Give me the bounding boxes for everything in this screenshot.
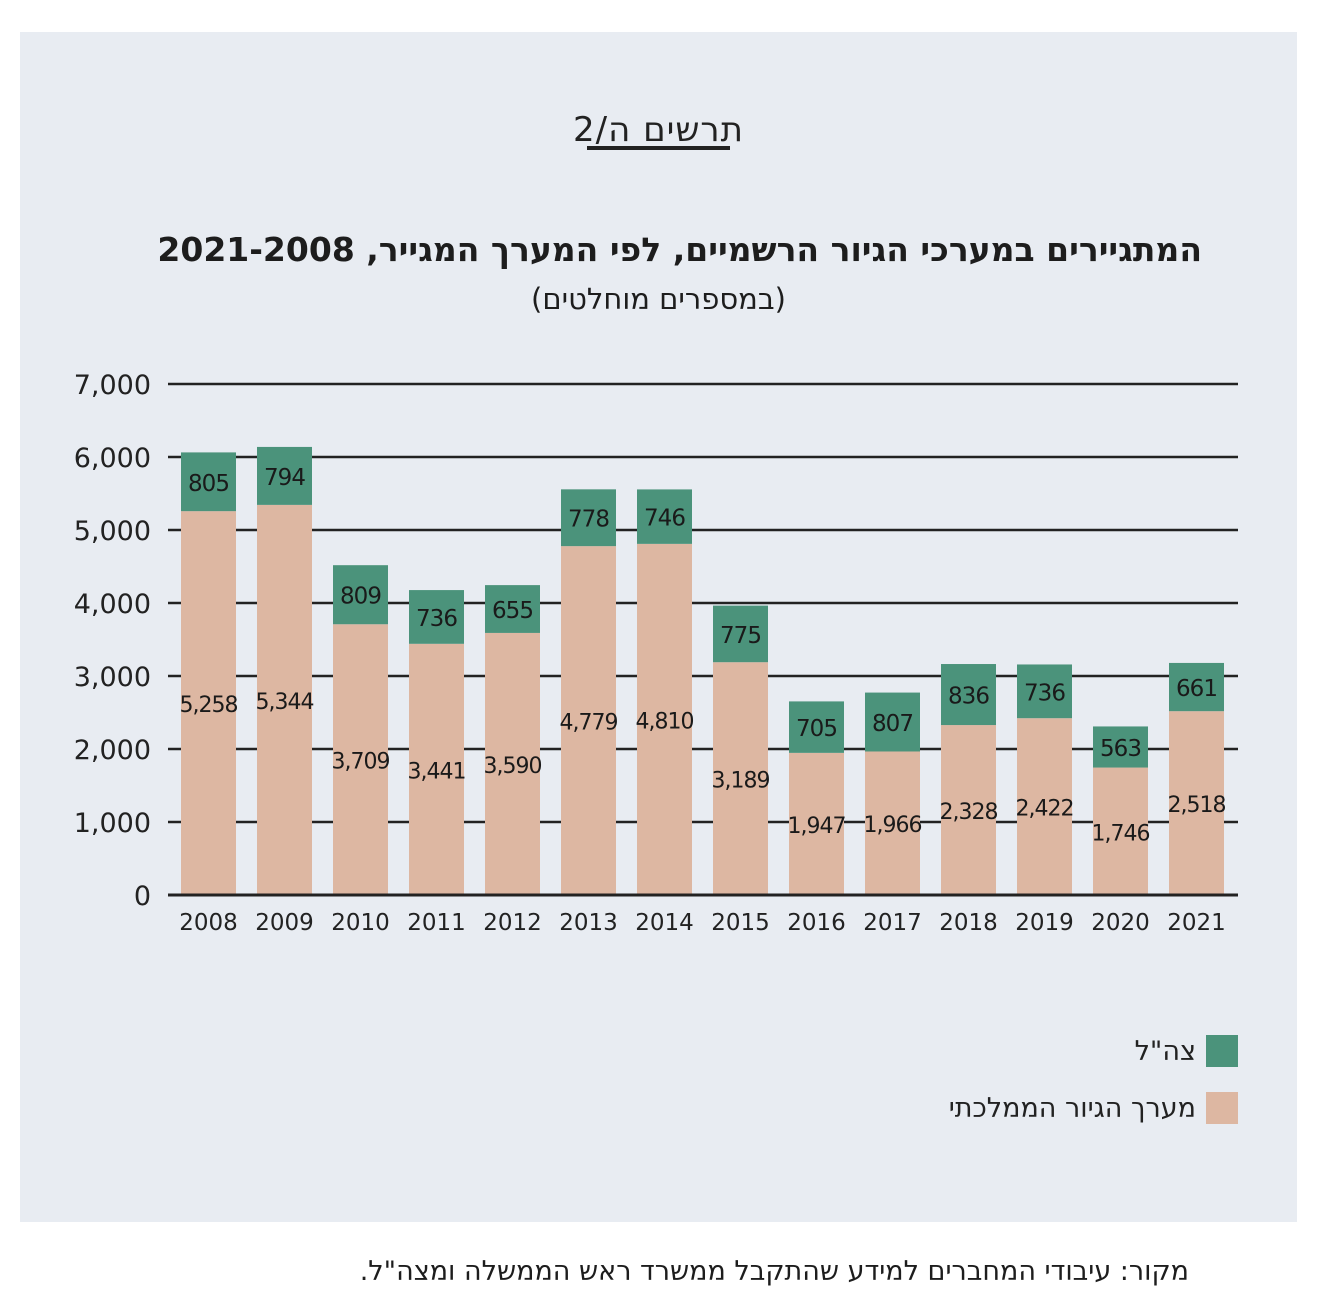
data-label-state-conversion: 3,189 <box>712 769 770 794</box>
data-label-state-conversion: 5,258 <box>180 693 238 718</box>
source-note: מקור: עיבודי המחברים למידע שהתקבל ממשרד … <box>359 1256 1189 1287</box>
data-label-idf: 809 <box>340 584 381 610</box>
bar-segment-idf <box>409 590 464 644</box>
y-tick-label: 1,000 <box>74 808 151 839</box>
x-tick-label: 2015 <box>711 910 770 936</box>
data-label-idf: 775 <box>720 623 761 649</box>
data-label-state-conversion: 5,344 <box>256 690 314 715</box>
y-tick-label: 0 <box>134 881 151 912</box>
legend-label-idf: צה"ל <box>1134 1035 1196 1067</box>
data-label-state-conversion: 2,328 <box>940 800 998 825</box>
bar-segment-state-conversion <box>485 632 540 895</box>
bar-segment-idf <box>865 692 920 752</box>
figure-label: תרשים ה/2 <box>573 110 744 150</box>
data-label-state-conversion: 1,966 <box>864 813 922 838</box>
x-tick-label: 2010 <box>331 910 390 936</box>
x-tick-label: 2014 <box>635 910 694 936</box>
bar-segment-idf <box>713 605 768 663</box>
bar-segment-state-conversion <box>941 725 996 895</box>
bar-segment-idf <box>941 664 996 726</box>
data-label-idf: 705 <box>796 716 837 742</box>
data-label-idf: 563 <box>1100 736 1141 762</box>
data-label-idf: 805 <box>188 471 229 497</box>
data-label-idf: 836 <box>948 684 989 710</box>
legend-item-state-conversion: מערך הגיור הממלכתי <box>949 1092 1238 1124</box>
data-label-idf: 736 <box>416 606 457 632</box>
data-label-idf: 655 <box>492 598 533 624</box>
data-label-state-conversion: 3,441 <box>408 759 466 784</box>
bar-segment-idf <box>1017 664 1072 719</box>
data-label-state-conversion: 3,590 <box>484 754 542 779</box>
x-tick-label: 2017 <box>863 910 922 936</box>
bar-segment-state-conversion <box>409 643 464 895</box>
x-tick-label: 2009 <box>255 910 314 936</box>
y-tick-label: 6,000 <box>74 443 151 474</box>
legend-label-state-conversion: מערך הגיור הממלכתי <box>948 1092 1196 1124</box>
bar-segment-state-conversion <box>1169 711 1224 895</box>
bar-segment-idf <box>1093 726 1148 768</box>
data-label-idf: 661 <box>1176 676 1217 702</box>
bar-segment-state-conversion <box>713 662 768 895</box>
data-label-idf: 778 <box>568 507 609 533</box>
x-tick-label: 2016 <box>787 910 846 936</box>
x-tick-label: 2012 <box>483 910 542 936</box>
data-label-idf: 736 <box>1024 680 1065 706</box>
data-label-state-conversion: 1,947 <box>788 814 846 839</box>
bar-segment-state-conversion <box>181 511 236 895</box>
bar-segment-idf <box>181 452 236 512</box>
chart-title: המתגיירים במערכי הגיור הרשמיים, לפי המער… <box>157 230 1202 269</box>
y-tick-label: 2,000 <box>74 735 151 766</box>
data-label-state-conversion: 4,810 <box>636 709 694 734</box>
y-tick-label: 3,000 <box>74 662 151 693</box>
x-tick-label: 2011 <box>407 910 466 936</box>
data-label-state-conversion: 4,779 <box>560 711 618 736</box>
bar-segment-state-conversion <box>1017 718 1072 895</box>
bar-segment-idf <box>257 446 312 505</box>
x-tick-label: 2013 <box>559 910 618 936</box>
legend-swatch-idf <box>1206 1035 1238 1067</box>
data-label-state-conversion: 2,518 <box>1168 793 1226 818</box>
data-label-idf: 746 <box>644 506 685 532</box>
bar-segment-state-conversion <box>1093 767 1148 895</box>
bar-segment-idf <box>561 489 616 547</box>
bar-segment-idf <box>789 701 844 753</box>
figure-label-underline <box>587 146 730 150</box>
x-tick-label: 2020 <box>1091 910 1150 936</box>
data-label-idf: 807 <box>872 711 913 737</box>
bar-segment-idf <box>485 585 540 633</box>
x-tick-label: 2018 <box>939 910 998 936</box>
legend-swatch-state-conversion <box>1206 1092 1238 1124</box>
bar-segment-state-conversion <box>257 504 312 895</box>
x-tick-label: 2008 <box>179 910 238 936</box>
data-label-state-conversion: 1,746 <box>1092 821 1150 846</box>
data-label-idf: 794 <box>264 465 305 491</box>
bar-segment-idf <box>1169 662 1224 712</box>
bar-segment-idf <box>637 489 692 544</box>
bar-segment-state-conversion <box>637 543 692 895</box>
y-tick-label: 4,000 <box>74 589 151 620</box>
y-tick-label: 7,000 <box>74 370 151 401</box>
bar-segment-state-conversion <box>865 751 920 895</box>
bar-segment-state-conversion <box>561 546 616 895</box>
legend-item-idf: צה"ל <box>1135 1035 1238 1067</box>
bar-segment-idf <box>333 565 388 625</box>
x-tick-label: 2021 <box>1167 910 1226 936</box>
data-label-state-conversion: 3,709 <box>332 750 390 775</box>
data-label-state-conversion: 2,422 <box>1016 797 1074 822</box>
y-tick-label: 5,000 <box>74 516 151 547</box>
bar-segment-state-conversion <box>333 624 388 895</box>
chart-subtitle: (במספרים מוחלטים) <box>531 282 786 316</box>
x-tick-label: 2019 <box>1015 910 1074 936</box>
bar-segment-state-conversion <box>789 752 844 895</box>
